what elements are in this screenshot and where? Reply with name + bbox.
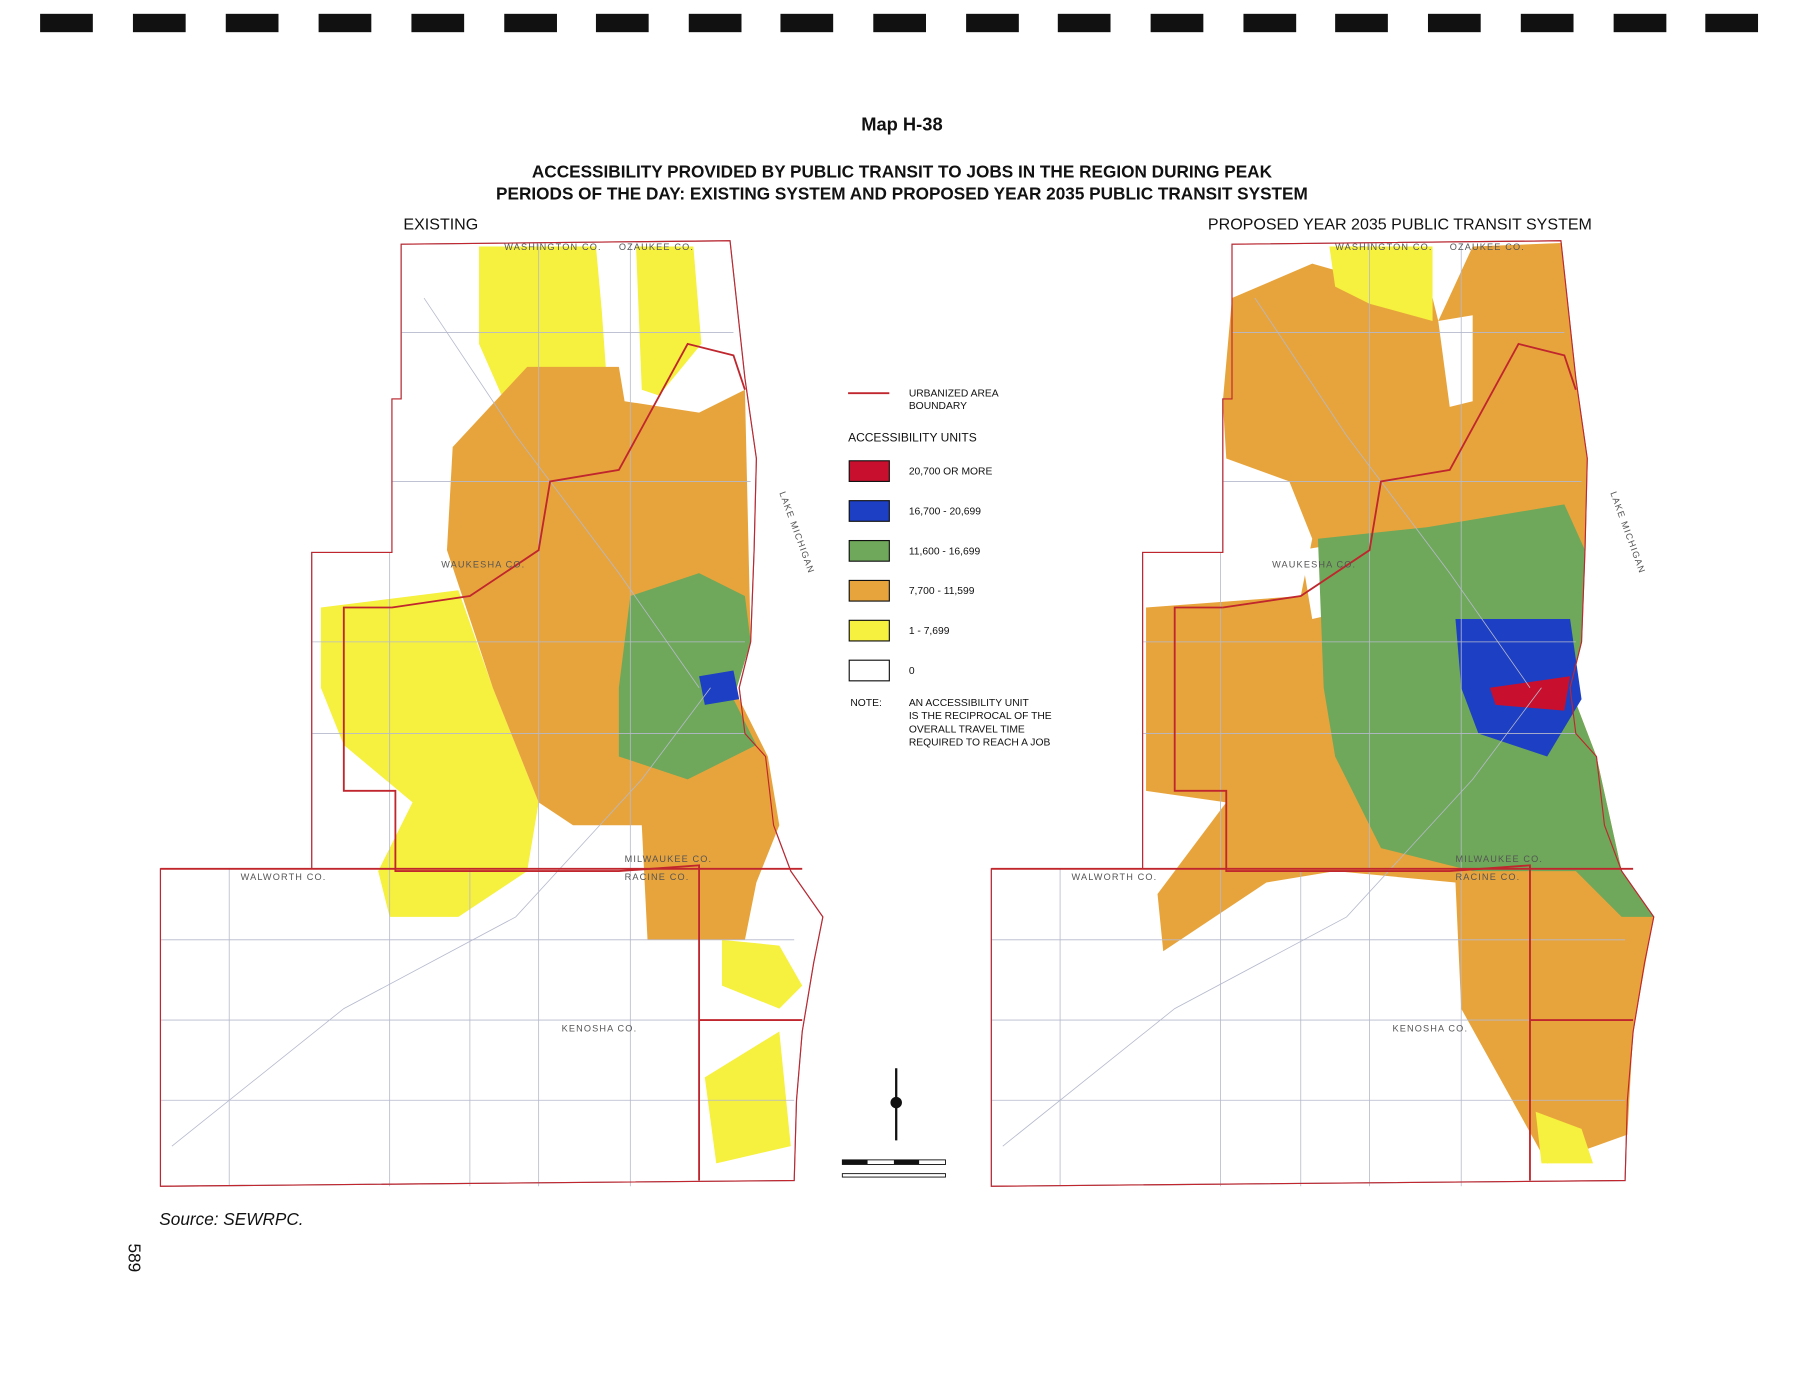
legend-swatch xyxy=(848,659,890,682)
legend-swatch xyxy=(848,460,890,482)
legend-boundary-label: URBANIZED AREA xyxy=(909,389,999,400)
county-label: RACINE CO. xyxy=(1455,872,1520,882)
note-line: OVERALL TRAVEL TIME xyxy=(909,724,1025,735)
binder-marks xyxy=(40,13,1759,33)
county-label: RACINE CO. xyxy=(625,872,690,882)
county-label: MILWAUKEE CO. xyxy=(1455,854,1543,864)
county-label: WALWORTH CO. xyxy=(241,872,327,882)
map-existing: WASHINGTON CO. OZAUKEE CO. WAUKESHA CO. … xyxy=(159,240,824,1187)
legend: URBANIZED AREA BOUNDARY ACCESSIBILITY UN… xyxy=(848,389,1052,749)
county-label: KENOSHA CO. xyxy=(1392,1024,1468,1034)
county-label: KENOSHA CO. xyxy=(562,1024,638,1034)
legend-label: 11,600 - 16,699 xyxy=(909,546,981,557)
note-line: IS THE RECIPROCAL OF THE xyxy=(909,711,1052,722)
legend-boundary-label: BOUNDARY xyxy=(909,401,967,412)
note-label: NOTE: xyxy=(850,698,881,709)
legend-label: 16,700 - 20,699 xyxy=(909,506,981,517)
title-line: ACCESSIBILITY PROVIDED BY PUBLIC TRANSIT… xyxy=(532,162,1273,182)
legend-label: 7,700 - 11,599 xyxy=(909,586,975,597)
map-proposed: WASHINGTON CO. OZAUKEE CO. WAUKESHA CO. … xyxy=(990,240,1655,1187)
legend-label: 0 xyxy=(909,666,915,677)
note-line: REQUIRED TO REACH A JOB xyxy=(909,738,1051,749)
legend-swatch xyxy=(848,579,890,602)
county-label: WALWORTH CO. xyxy=(1072,872,1158,882)
county-label: WAUKESHA CO. xyxy=(441,559,525,569)
county-label: MILWAUKEE CO. xyxy=(625,854,713,864)
legend-swatch xyxy=(848,500,890,522)
legend-label: 20,700 OR MORE xyxy=(909,467,993,478)
county-label: WASHINGTON CO. xyxy=(504,242,601,252)
panel-label: PROPOSED YEAR 2035 PUBLIC TRANSIT SYSTEM xyxy=(1208,215,1592,233)
note-line: AN ACCESSIBILITY UNIT xyxy=(909,698,1030,709)
county-label: WASHINGTON CO. xyxy=(1335,242,1432,252)
lake-label: LAKE MICHIGAN xyxy=(1608,490,1647,575)
legend-heading: ACCESSIBILITY UNITS xyxy=(848,430,977,444)
legend-label: 1 - 7,699 xyxy=(909,626,950,637)
title-line: PERIODS OF THE DAY: EXISTING SYSTEM AND … xyxy=(496,183,1308,203)
legend-swatch xyxy=(848,539,890,562)
legend-swatch xyxy=(848,619,890,642)
page-number: 589 xyxy=(124,1244,144,1273)
north-arrow xyxy=(841,1068,946,1178)
panel-label: EXISTING xyxy=(403,215,478,233)
county-label: OZAUKEE CO. xyxy=(1450,242,1525,252)
source: Source: SEWRPC. xyxy=(159,1209,303,1229)
county-label: OZAUKEE CO. xyxy=(619,242,694,252)
county-label: WAUKESHA CO. xyxy=(1272,559,1356,569)
lake-label: LAKE MICHIGAN xyxy=(777,490,816,575)
map-number: Map H-38 xyxy=(861,114,942,135)
